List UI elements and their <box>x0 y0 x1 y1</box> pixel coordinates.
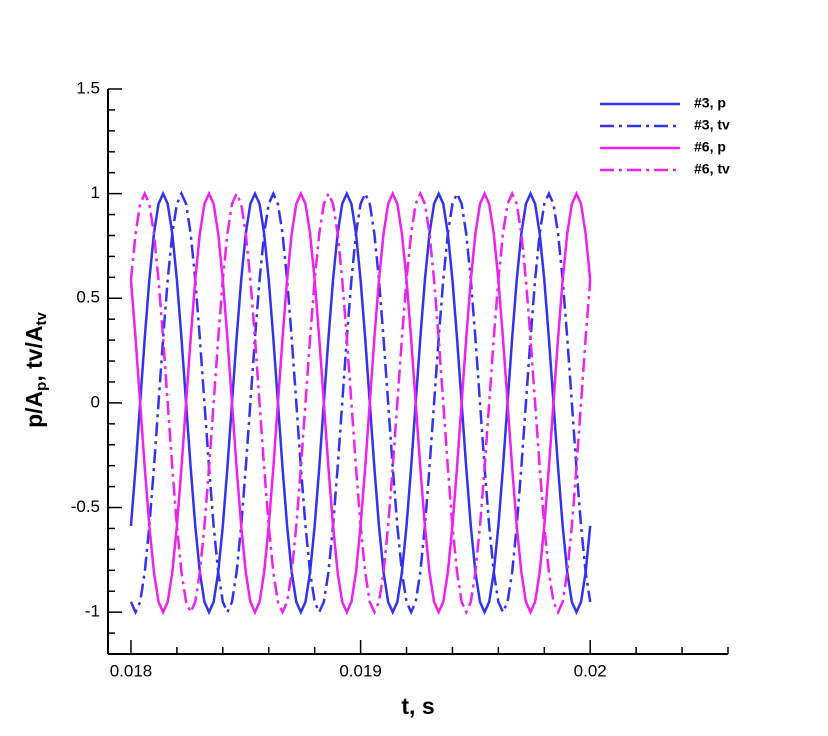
legend-label: #6, tv <box>694 161 730 177</box>
y-tick-label: 1 <box>91 183 100 202</box>
legend-label: #3, p <box>694 95 726 111</box>
y-tick-label: 1.5 <box>76 78 100 97</box>
y-tick-label: 0 <box>91 392 100 411</box>
x-tick-label: 0.018 <box>110 661 153 680</box>
x-tick-label: 0.02 <box>574 661 607 680</box>
y-label-part: p/A <box>21 391 47 428</box>
series-line <box>129 190 592 616</box>
y-label-sub: p <box>33 382 50 391</box>
y-tick-label: 0.5 <box>76 288 100 307</box>
y-tick-label: -0.5 <box>71 497 100 516</box>
series-line <box>129 190 592 616</box>
series-line <box>129 190 592 616</box>
legend-label: #3, tv <box>694 117 730 133</box>
x-axis-label: t, s <box>401 693 434 719</box>
series-line <box>129 190 592 616</box>
y-label-part: , tv/A <box>21 325 47 381</box>
y-tick-label: -1 <box>85 602 100 621</box>
x-tick-label: 0.019 <box>339 661 382 680</box>
y-axis-label: p/Ap, tv/Atv <box>21 311 50 427</box>
legend-label: #6, p <box>694 139 726 155</box>
y-label-sub: tv <box>33 311 50 325</box>
